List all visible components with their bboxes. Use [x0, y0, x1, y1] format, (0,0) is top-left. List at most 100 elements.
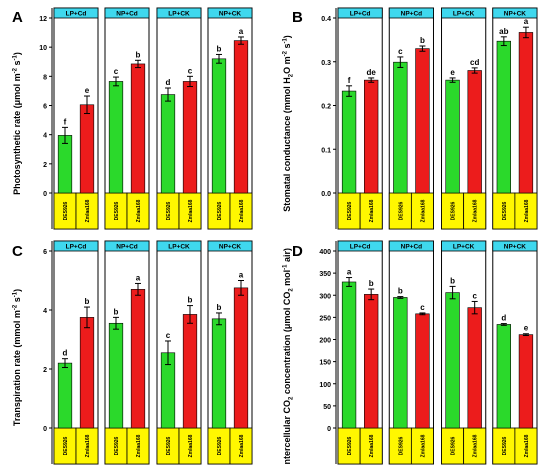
- group-lp-cd: LP+Cd DES926 f Zmlaa168 e: [53, 7, 99, 230]
- category-label: DES926: [347, 436, 353, 455]
- significance-letter: c: [166, 331, 171, 340]
- y-axis-label-part: 2: [289, 73, 295, 77]
- y-tick-label: 300: [319, 293, 331, 300]
- bar-des926: [57, 135, 73, 194]
- significance-letter: a: [136, 273, 141, 282]
- bar-des926: [393, 61, 408, 194]
- significance-letter: b: [85, 297, 90, 306]
- group-header-label: LP+Cd: [350, 244, 371, 251]
- y-tick-label: 2: [43, 367, 47, 374]
- bar-zmlaa168: [233, 287, 249, 429]
- category-label: Zmlaa168: [420, 199, 426, 222]
- group-lp-cd: LP+Cd DES926 d Zmlaa168 b: [53, 240, 99, 465]
- group-np-cd: NP+Cd DES926 b Zmlaa168 c: [388, 240, 434, 465]
- group-header-label: LP+CK: [453, 244, 475, 251]
- bar-des926: [393, 297, 408, 429]
- significance-letter: c: [114, 67, 119, 76]
- group-header: [104, 240, 150, 252]
- category-label: DES926: [114, 436, 120, 455]
- y-tick-label: 200: [319, 338, 331, 345]
- significance-letter: a: [347, 268, 352, 277]
- group-np-cd: NP+Cd DES926 b Zmlaa168 a: [104, 240, 150, 465]
- group-header: [337, 240, 383, 252]
- group-header-label: LP+CK: [168, 11, 190, 18]
- group-header: [156, 7, 202, 19]
- group-header: [441, 7, 487, 19]
- group-header: [104, 7, 150, 19]
- bar-zmlaa168: [415, 48, 430, 194]
- bar-des926: [57, 362, 73, 429]
- group-lp-cd: LP+Cd DES926 a Zmlaa168 b: [337, 240, 383, 465]
- group-header-label: LP+Cd: [66, 11, 87, 18]
- y-tick-label: 100: [319, 382, 331, 389]
- category-label: Zmlaa168: [85, 199, 91, 222]
- significance-letter: b: [369, 279, 374, 288]
- group-np-ck: NP+CK DES926 d Zmlaa168 e: [492, 240, 538, 465]
- y-tick-label: 0: [43, 191, 47, 198]
- bar-zmlaa168: [79, 104, 95, 194]
- group-lp-ck: LP+CK DES926 d Zmlaa168 c: [156, 7, 202, 230]
- y-tick-label: 12: [39, 16, 47, 23]
- bar-zmlaa168: [130, 63, 146, 194]
- y-tick-label: 150: [319, 360, 331, 367]
- group-header: [53, 7, 99, 19]
- group-header: [207, 240, 253, 252]
- significance-letter: e: [450, 68, 455, 77]
- y-tick-label: 6: [43, 104, 47, 111]
- y-tick-label: 10: [39, 45, 47, 52]
- category-label: Zmlaa168: [420, 434, 426, 457]
- panel-a: A Photosynthetic rate (μmol m-2 s-1) 0 2 4 6 8…: [12, 7, 253, 230]
- category-label: DES926: [398, 436, 404, 455]
- significance-letter: cd: [470, 58, 479, 67]
- y-axis-label: Stomatal conductance (mmol H2O m-2 s-1): [282, 35, 295, 212]
- category-label: Zmlaa168: [188, 434, 194, 457]
- y-tick-label: 350: [319, 271, 331, 278]
- group-header: [492, 240, 538, 252]
- y-tick-label: 0: [327, 426, 331, 433]
- panel-letter: B: [292, 9, 303, 26]
- category-label: Zmlaa168: [239, 199, 245, 222]
- y-tick-label: 0.3: [321, 60, 331, 67]
- category-label: DES926: [217, 201, 223, 220]
- significance-letter: e: [524, 324, 529, 333]
- y-axis-label-part: s: [12, 60, 22, 68]
- significance-letter: b: [217, 44, 222, 53]
- group-header-label: LP+Cd: [66, 244, 87, 251]
- bar-des926: [160, 94, 176, 194]
- bar-zmlaa168: [518, 32, 534, 194]
- group-header-label: NP+CK: [504, 11, 527, 18]
- y-axis-label-part: O m: [282, 56, 292, 74]
- group-np-cd: NP+Cd DES926 c Zmlaa168 b: [104, 7, 150, 230]
- group-header-label: NP+CK: [219, 244, 242, 251]
- y-axis-label-part: mol: [282, 270, 292, 289]
- y-tick-label: 400: [319, 249, 331, 256]
- group-header-label: NP+Cd: [116, 11, 138, 18]
- significance-letter: c: [472, 291, 477, 300]
- y-axis-label-part: -2: [13, 304, 19, 310]
- significance-letter: d: [166, 78, 171, 87]
- significance-letter: b: [450, 276, 455, 285]
- y-axis-label: Photosynthetic rate (μmol m-2 s-1): [12, 52, 22, 195]
- bar-des926: [496, 324, 511, 429]
- y-tick-label: 0.4: [321, 16, 331, 23]
- y-axis-label-part: Stomatal conductance (mmol H: [282, 77, 292, 212]
- bar-zmlaa168: [467, 307, 482, 429]
- y-axis-label-part: air): [282, 248, 292, 265]
- panel-letter: A: [12, 9, 23, 26]
- group-lp-ck: LP+CK DES926 b Zmlaa168 c: [441, 240, 487, 465]
- bar-des926: [445, 79, 460, 194]
- group-np-ck: NP+CK DES926 b Zmlaa168 a: [207, 7, 253, 230]
- bar-des926: [445, 292, 460, 429]
- significance-letter: ab: [499, 27, 508, 36]
- category-label: Zmlaa168: [239, 434, 245, 457]
- significance-letter: a: [524, 17, 529, 26]
- group-np-cd: NP+Cd DES926 c Zmlaa168 b: [388, 7, 434, 230]
- category-label: DES926: [166, 436, 172, 455]
- group-header-label: NP+CK: [504, 244, 527, 251]
- category-label: DES926: [114, 201, 120, 220]
- category-label: DES926: [502, 436, 508, 455]
- y-tick-label: 8: [43, 74, 47, 81]
- group-lp-ck: LP+CK DES926 c Zmlaa168 b: [156, 240, 202, 465]
